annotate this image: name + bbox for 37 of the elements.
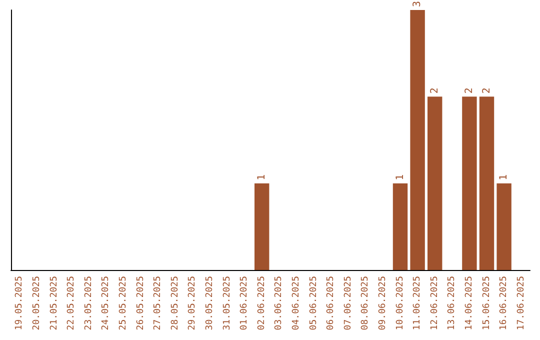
x-tick-label: 26.05.2025 (136, 276, 146, 330)
x-tick-label: 22.05.2025 (66, 276, 77, 330)
x-tick-label: 21.05.2025 (49, 276, 60, 330)
x-tick-label: 10.06.2025 (395, 276, 406, 330)
x-tick-label: 31.05.2025 (222, 276, 232, 330)
x-tick-label: 02.06.2025 (256, 276, 267, 330)
data-label: 2 (429, 88, 440, 94)
x-tick-label: 20.05.2025 (32, 276, 42, 330)
data-label: 1 (256, 174, 268, 180)
x-tick-label: 05.06.2025 (308, 276, 319, 330)
x-tick-label: 15.06.2025 (482, 276, 492, 330)
x-tick-label: 04.06.2025 (291, 276, 302, 330)
data-label: 3 (412, 0, 424, 7)
x-tick-label: 08.06.2025 (360, 276, 371, 330)
data-label: 2 (464, 88, 475, 94)
data-label: 1 (394, 174, 406, 180)
x-tick-label: 29.05.2025 (188, 276, 198, 330)
x-tick-label: 06.06.2025 (326, 276, 336, 330)
x-tick-label: 25.05.2025 (118, 276, 128, 330)
x-tick-label: 12.06.2025 (430, 276, 440, 330)
x-tick-label: 17.06.2025 (516, 276, 526, 330)
x-tick-label: 24.05.2025 (101, 276, 112, 330)
x-tick-label: 01.06.2025 (240, 276, 250, 330)
x-tick-label: 13.06.2025 (447, 276, 458, 330)
x-tick-label: 07.06.2025 (343, 276, 354, 330)
x-tick-label: 16.06.2025 (499, 276, 510, 330)
data-label: 2 (481, 88, 492, 94)
x-tick-label: 09.06.2025 (378, 276, 388, 330)
x-tick-label: 11.06.2025 (412, 276, 423, 330)
x-tick-label: 23.05.2025 (84, 276, 94, 330)
x-tick-label: 14.06.2025 (464, 276, 474, 330)
x-tick-label: 27.05.2025 (153, 276, 164, 330)
data-label: 1 (498, 174, 510, 180)
x-tick-label: 19.05.2025 (14, 276, 25, 330)
x-tick-label: 30.05.2025 (204, 276, 215, 330)
x-tick-label: 28.05.2025 (170, 276, 180, 330)
x-tick-label: 03.06.2025 (274, 276, 284, 330)
